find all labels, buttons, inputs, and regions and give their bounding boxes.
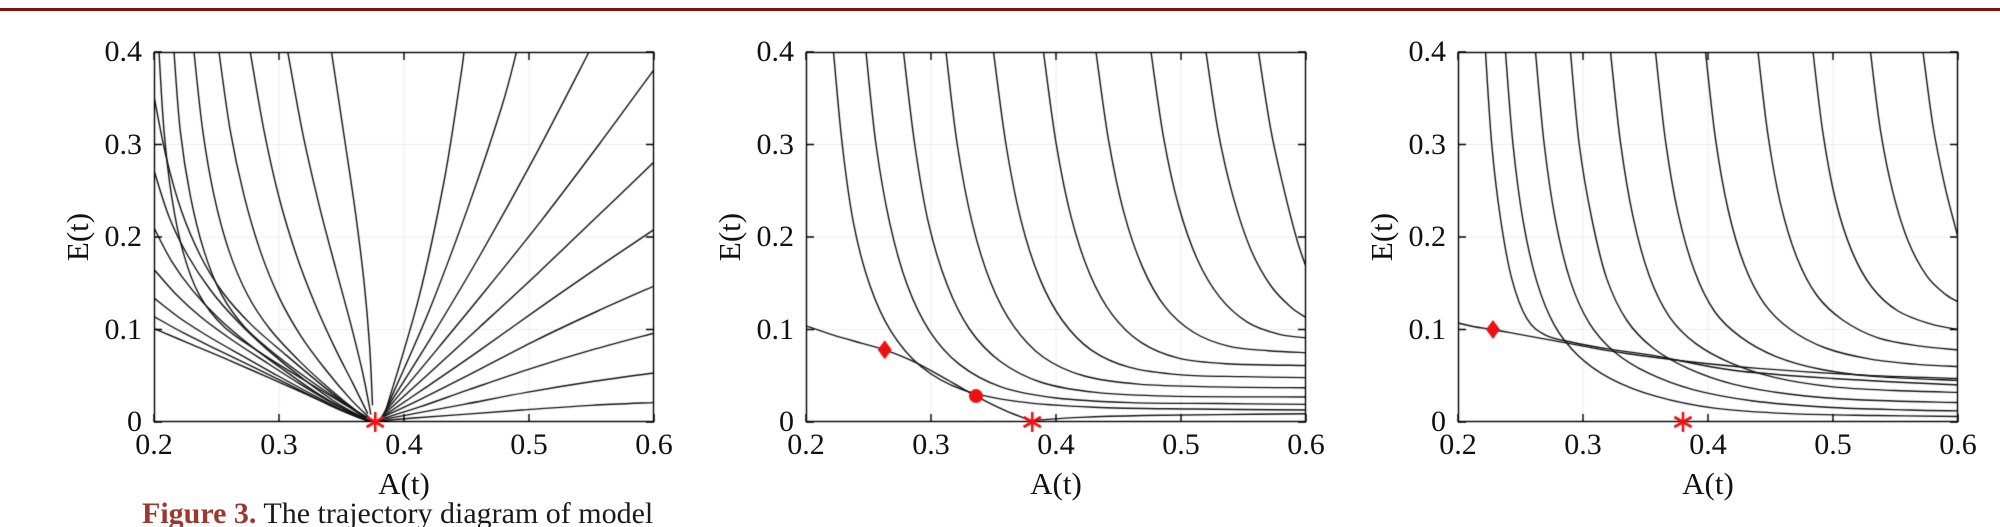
y-tick-label: 0.2 xyxy=(1408,220,1447,253)
y-axis-label-1: E(t) xyxy=(60,212,95,262)
y-axis-label-3: E(t) xyxy=(1364,212,1399,262)
plot-canvas-1 xyxy=(140,38,668,436)
plot-area-2: 0 0.1 0.2 0.3 0.4 0.2 0.3 0.4 0.5 0.6 xyxy=(757,35,1325,461)
plot-area-1: 0 0.1 0.2 0.3 0.4 0.2 0.3 0.4 0.5 0.6 xyxy=(105,35,673,461)
y-tick-label: 0.3 xyxy=(104,127,143,161)
y-tick-label: 0.2 xyxy=(104,220,143,253)
y-tick-label: 0.2 xyxy=(756,220,795,253)
y-tick-label: 0.4 xyxy=(1408,35,1447,68)
y-tick-label: 0.1 xyxy=(104,312,143,346)
x-axis-label-1: A(t) xyxy=(378,466,430,501)
phase-plot-2: E(t) 0 0.1 0.2 0.3 0.4 0.2 0.3 0.4 0.5 0.6 A(t) xyxy=(710,35,1325,502)
y-tick-label: 0.4 xyxy=(104,35,143,68)
y-tick-label: 0.1 xyxy=(1408,312,1447,346)
figure-caption: Figure 3. The trajectory diagram of mode… xyxy=(142,497,653,527)
figure-panels: E(t) 0 0.1 0.2 0.3 0.4 0.2 0.3 0.4 0.5 0.6 A(t) … xyxy=(58,35,1977,502)
plot-area-3: 0 0.1 0.2 0.3 0.4 0.2 0.3 0.4 0.5 0.6 xyxy=(1409,35,1977,461)
y-tick-label: 0.1 xyxy=(756,312,795,346)
y-axis-label-2: E(t) xyxy=(712,212,747,262)
page-top-rule xyxy=(0,8,2000,11)
y-tick-label: 0.3 xyxy=(1408,127,1447,161)
phase-plot-1: E(t) 0 0.1 0.2 0.3 0.4 0.2 0.3 0.4 0.5 0.6 A(t) xyxy=(58,35,673,502)
phase-plot-3: E(t) 0 0.1 0.2 0.3 0.4 0.2 0.3 0.4 0.5 0.6 A(t) xyxy=(1362,35,1977,502)
x-axis-label-3: A(t) xyxy=(1682,466,1734,501)
plot-canvas-2 xyxy=(792,38,1320,436)
figure-caption-label: Figure 3. xyxy=(142,497,257,527)
figure-caption-text: The trajectory diagram of model xyxy=(263,497,654,527)
plot-canvas-3 xyxy=(1444,38,1972,436)
y-tick-label: 0.3 xyxy=(756,127,795,161)
y-tick-label: 0.4 xyxy=(756,35,795,68)
x-axis-label-2: A(t) xyxy=(1030,466,1082,501)
